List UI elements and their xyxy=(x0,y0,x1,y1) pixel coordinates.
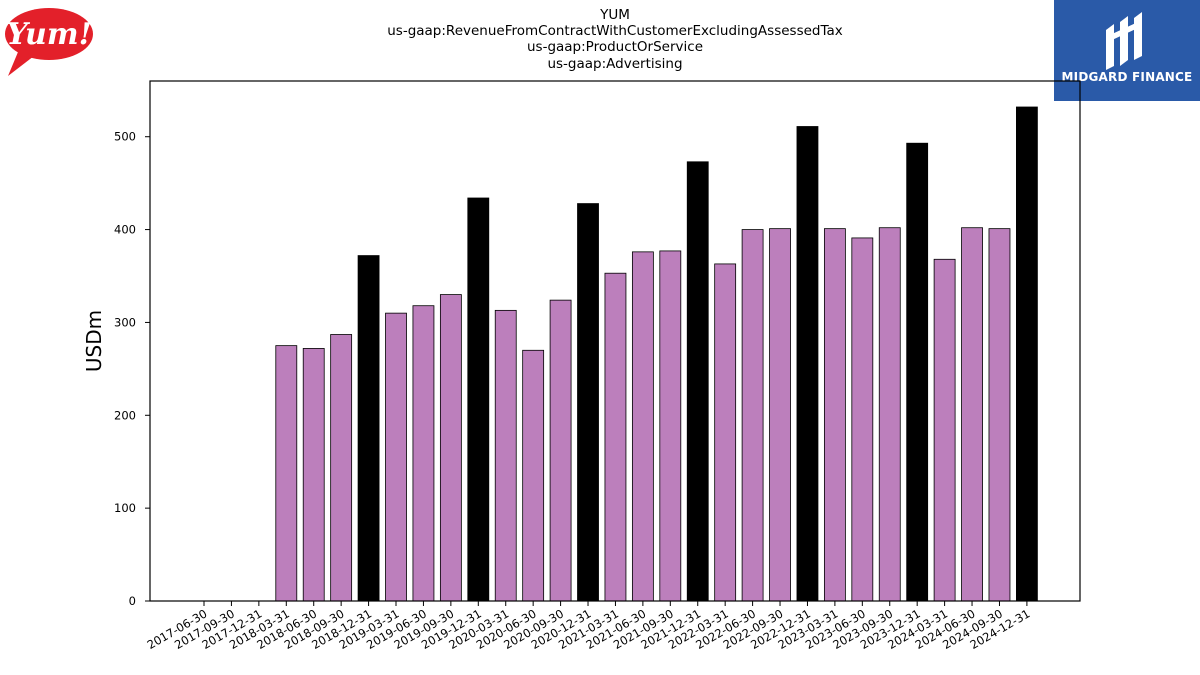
midgard-mark-icon xyxy=(1106,12,1142,70)
bar-2024-09-30 xyxy=(988,228,1011,602)
y-tick-label: 0 xyxy=(129,594,136,608)
bar-2018-03-31 xyxy=(275,345,298,602)
bar-2024-12-31 xyxy=(1016,106,1038,602)
bar-2019-06-30 xyxy=(412,305,435,602)
bar-2018-12-31 xyxy=(357,255,380,602)
bar-2023-12-31 xyxy=(906,142,929,602)
bars-group xyxy=(275,106,1038,602)
bar-2024-06-30 xyxy=(961,227,983,602)
bar-2020-03-31 xyxy=(494,309,517,602)
bar-2020-09-30 xyxy=(549,299,572,602)
plot-frame xyxy=(149,80,1081,602)
chart-title: YUM xyxy=(600,7,630,23)
bar-2021-12-31 xyxy=(686,161,709,602)
bar-2019-09-30 xyxy=(439,294,462,602)
bar-2023-06-30 xyxy=(851,237,874,602)
y-tick-label: 500 xyxy=(114,130,136,144)
bar-2019-03-31 xyxy=(385,312,407,602)
bar-2023-03-31 xyxy=(823,228,846,602)
midgard-finance-logo: MIDGARD FINANCE xyxy=(1054,0,1200,101)
bar-2022-03-31 xyxy=(714,263,737,602)
chart-subtitle-concept: us-gaap:RevenueFromContractWithCustomerE… xyxy=(387,23,843,39)
x-axis: 2017-06-302017-09-302017-12-312018-03-31… xyxy=(145,601,1032,652)
bar-2018-09-30 xyxy=(330,334,353,602)
y-axis-label: USDm xyxy=(82,310,106,372)
bar-2020-06-30 xyxy=(522,349,545,602)
bar-2020-12-31 xyxy=(577,203,599,602)
bar-2023-09-30 xyxy=(878,227,901,602)
y-axis: 0 100 200 300 400 500 xyxy=(114,130,150,608)
bar-2021-06-30 xyxy=(631,251,654,602)
chart-subtitle-axis: us-gaap:ProductOrService xyxy=(526,39,704,55)
y-tick-label: 100 xyxy=(114,501,136,515)
chart-subtitle-member: us-gaap:Advertising xyxy=(547,56,683,72)
yum-logo: Yum! xyxy=(4,4,96,78)
bar-2022-06-30 xyxy=(741,229,764,602)
bar-2022-12-31 xyxy=(796,126,819,602)
bar-2021-03-31 xyxy=(604,272,627,602)
y-tick-label: 300 xyxy=(114,315,136,329)
y-tick-label: 200 xyxy=(114,408,136,422)
y-tick-label: 400 xyxy=(114,223,136,237)
bar-2022-09-30 xyxy=(769,228,791,602)
bar-2018-06-30 xyxy=(302,348,325,602)
midgard-logo-text: MIDGARD FINANCE xyxy=(1061,70,1193,84)
bar-2024-03-31 xyxy=(933,258,956,602)
yum-logo-text: Yum! xyxy=(6,17,92,52)
bar-2021-09-30 xyxy=(659,250,682,602)
bar-2019-12-31 xyxy=(467,197,490,602)
